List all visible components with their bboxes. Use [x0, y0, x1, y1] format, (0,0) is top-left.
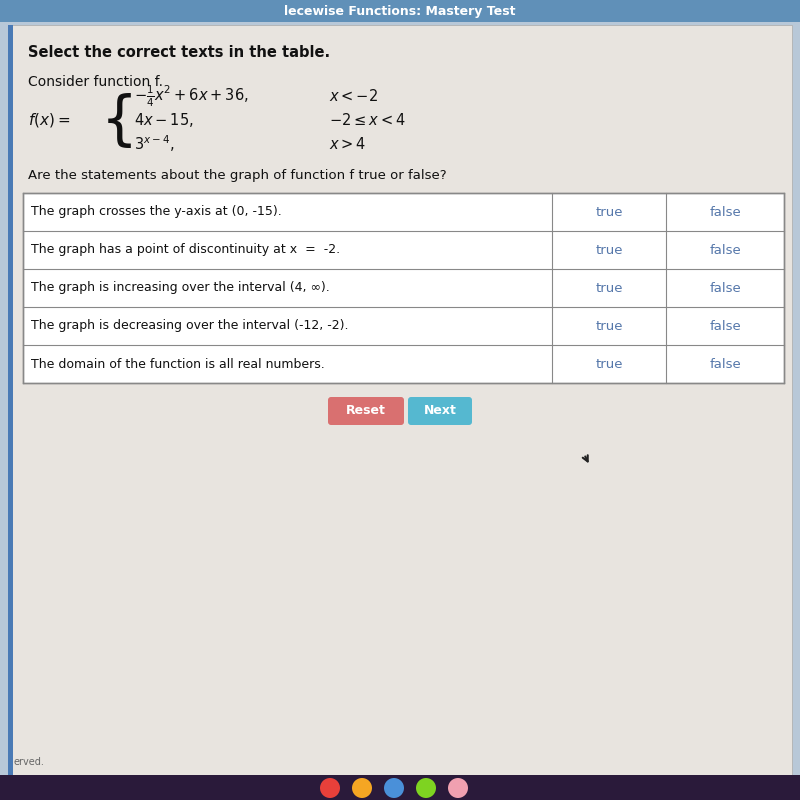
Text: $4x - 15,$: $4x - 15,$	[134, 111, 194, 129]
Text: Next: Next	[423, 405, 457, 418]
Bar	[0, 0, 800, 22]
Text: Select the correct texts in the table.: Select the correct texts in the table.	[28, 45, 330, 60]
Text: $-2 \leq x < 4$: $-2 \leq x < 4$	[329, 112, 406, 128]
Text: Reset: Reset	[346, 405, 386, 418]
Text: $f(x) = $: $f(x) = $	[28, 111, 70, 129]
Circle shape	[416, 778, 436, 798]
Text: erved.: erved.	[13, 757, 44, 767]
Text: $x < -2$: $x < -2$	[329, 88, 378, 104]
Text: true: true	[595, 243, 622, 257]
Text: The graph has a point of discontinuity at x  =  -2.: The graph has a point of discontinuity a…	[31, 243, 340, 257]
Text: false: false	[709, 243, 741, 257]
FancyBboxPatch shape	[328, 397, 404, 425]
Bar	[8, 25, 13, 775]
Text: true: true	[595, 282, 622, 294]
Bar	[23, 193, 784, 383]
Text: false: false	[709, 358, 741, 370]
FancyBboxPatch shape	[408, 397, 472, 425]
Circle shape	[320, 778, 340, 798]
Text: The graph is increasing over the interval (4, ∞).: The graph is increasing over the interva…	[31, 282, 330, 294]
Text: false: false	[709, 319, 741, 333]
Text: $\{$: $\{$	[100, 90, 132, 150]
Text: Are the statements about the graph of function f true or false?: Are the statements about the graph of fu…	[28, 169, 446, 182]
Text: The graph crosses the y-axis at (0, -15).: The graph crosses the y-axis at (0, -15)…	[31, 206, 282, 218]
Text: The domain of the function is all real numbers.: The domain of the function is all real n…	[31, 358, 325, 370]
Text: $-\frac{1}{4}x^2 + 6x + 36,$: $-\frac{1}{4}x^2 + 6x + 36,$	[134, 83, 249, 109]
Bar	[0, 775, 800, 800]
Text: The graph is decreasing over the interval (-12, -2).: The graph is decreasing over the interva…	[31, 319, 349, 333]
Text: $x > 4$: $x > 4$	[329, 136, 366, 152]
Text: true: true	[595, 358, 622, 370]
Circle shape	[448, 778, 468, 798]
Text: $3^{x-4},$: $3^{x-4},$	[134, 134, 174, 154]
Text: lecewise Functions: Mastery Test: lecewise Functions: Mastery Test	[284, 5, 516, 18]
Text: false: false	[709, 282, 741, 294]
Text: false: false	[709, 206, 741, 218]
Text: true: true	[595, 319, 622, 333]
Text: true: true	[595, 206, 622, 218]
Circle shape	[352, 778, 372, 798]
Text: Consider function f.: Consider function f.	[28, 75, 163, 89]
Circle shape	[384, 778, 404, 798]
